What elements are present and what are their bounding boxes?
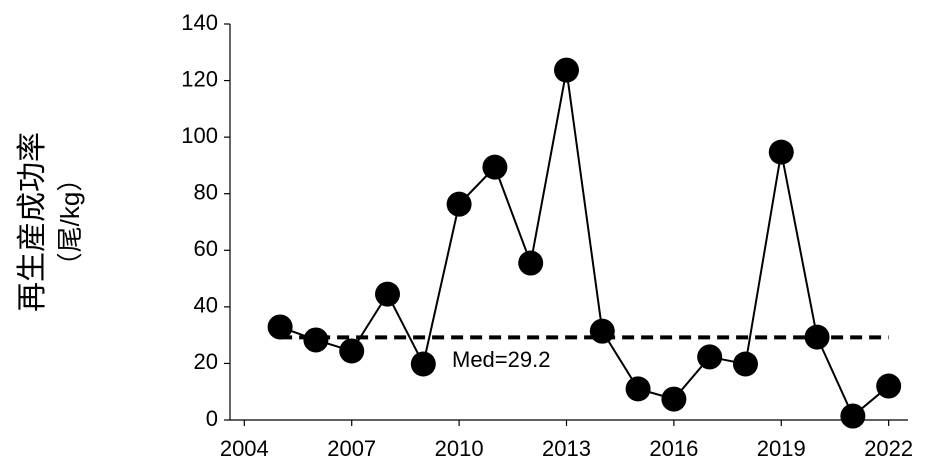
x-tick-label: 2004 — [220, 436, 269, 461]
data-point — [518, 250, 544, 276]
y-tick-label: 80 — [194, 180, 218, 205]
y-axis-unit: （尾/kg） — [55, 166, 85, 279]
x-tick-label: 2010 — [435, 436, 484, 461]
data-point — [339, 338, 365, 364]
data-point — [732, 351, 758, 377]
y-axis-title: 再生産成功率 （尾/kg） — [16, 132, 85, 312]
y-tick-label: 140 — [181, 10, 218, 35]
data-point — [553, 57, 579, 83]
x-tick-label: 2022 — [864, 436, 913, 461]
data-point — [768, 139, 794, 165]
y-tick-label: 100 — [181, 123, 218, 148]
y-tick-label: 40 — [194, 293, 218, 318]
data-point — [840, 403, 866, 429]
y-tick-label: 20 — [194, 349, 218, 374]
x-tick-label: 2019 — [757, 436, 806, 461]
y-axis-label: 再生産成功率 — [16, 132, 49, 312]
data-line — [279, 69, 890, 418]
data-point — [303, 327, 329, 353]
data-point — [625, 376, 651, 402]
data-point — [589, 318, 615, 344]
data-point — [697, 344, 723, 370]
x-tick-label: 2016 — [649, 436, 698, 461]
data-point — [876, 373, 902, 399]
data-point — [482, 154, 508, 180]
x-tick-label: 2013 — [542, 436, 591, 461]
data-point — [375, 281, 401, 307]
data-point — [267, 314, 293, 340]
data-point — [804, 324, 830, 350]
median-annotation: Med=29.2 — [452, 347, 550, 372]
y-tick-label: 60 — [194, 236, 218, 261]
data-point — [661, 386, 687, 412]
data-point — [446, 191, 472, 217]
data-point — [410, 351, 436, 377]
y-tick-label: 0 — [206, 406, 218, 431]
x-tick-label: 2007 — [327, 436, 376, 461]
y-tick-label: 120 — [181, 66, 218, 91]
